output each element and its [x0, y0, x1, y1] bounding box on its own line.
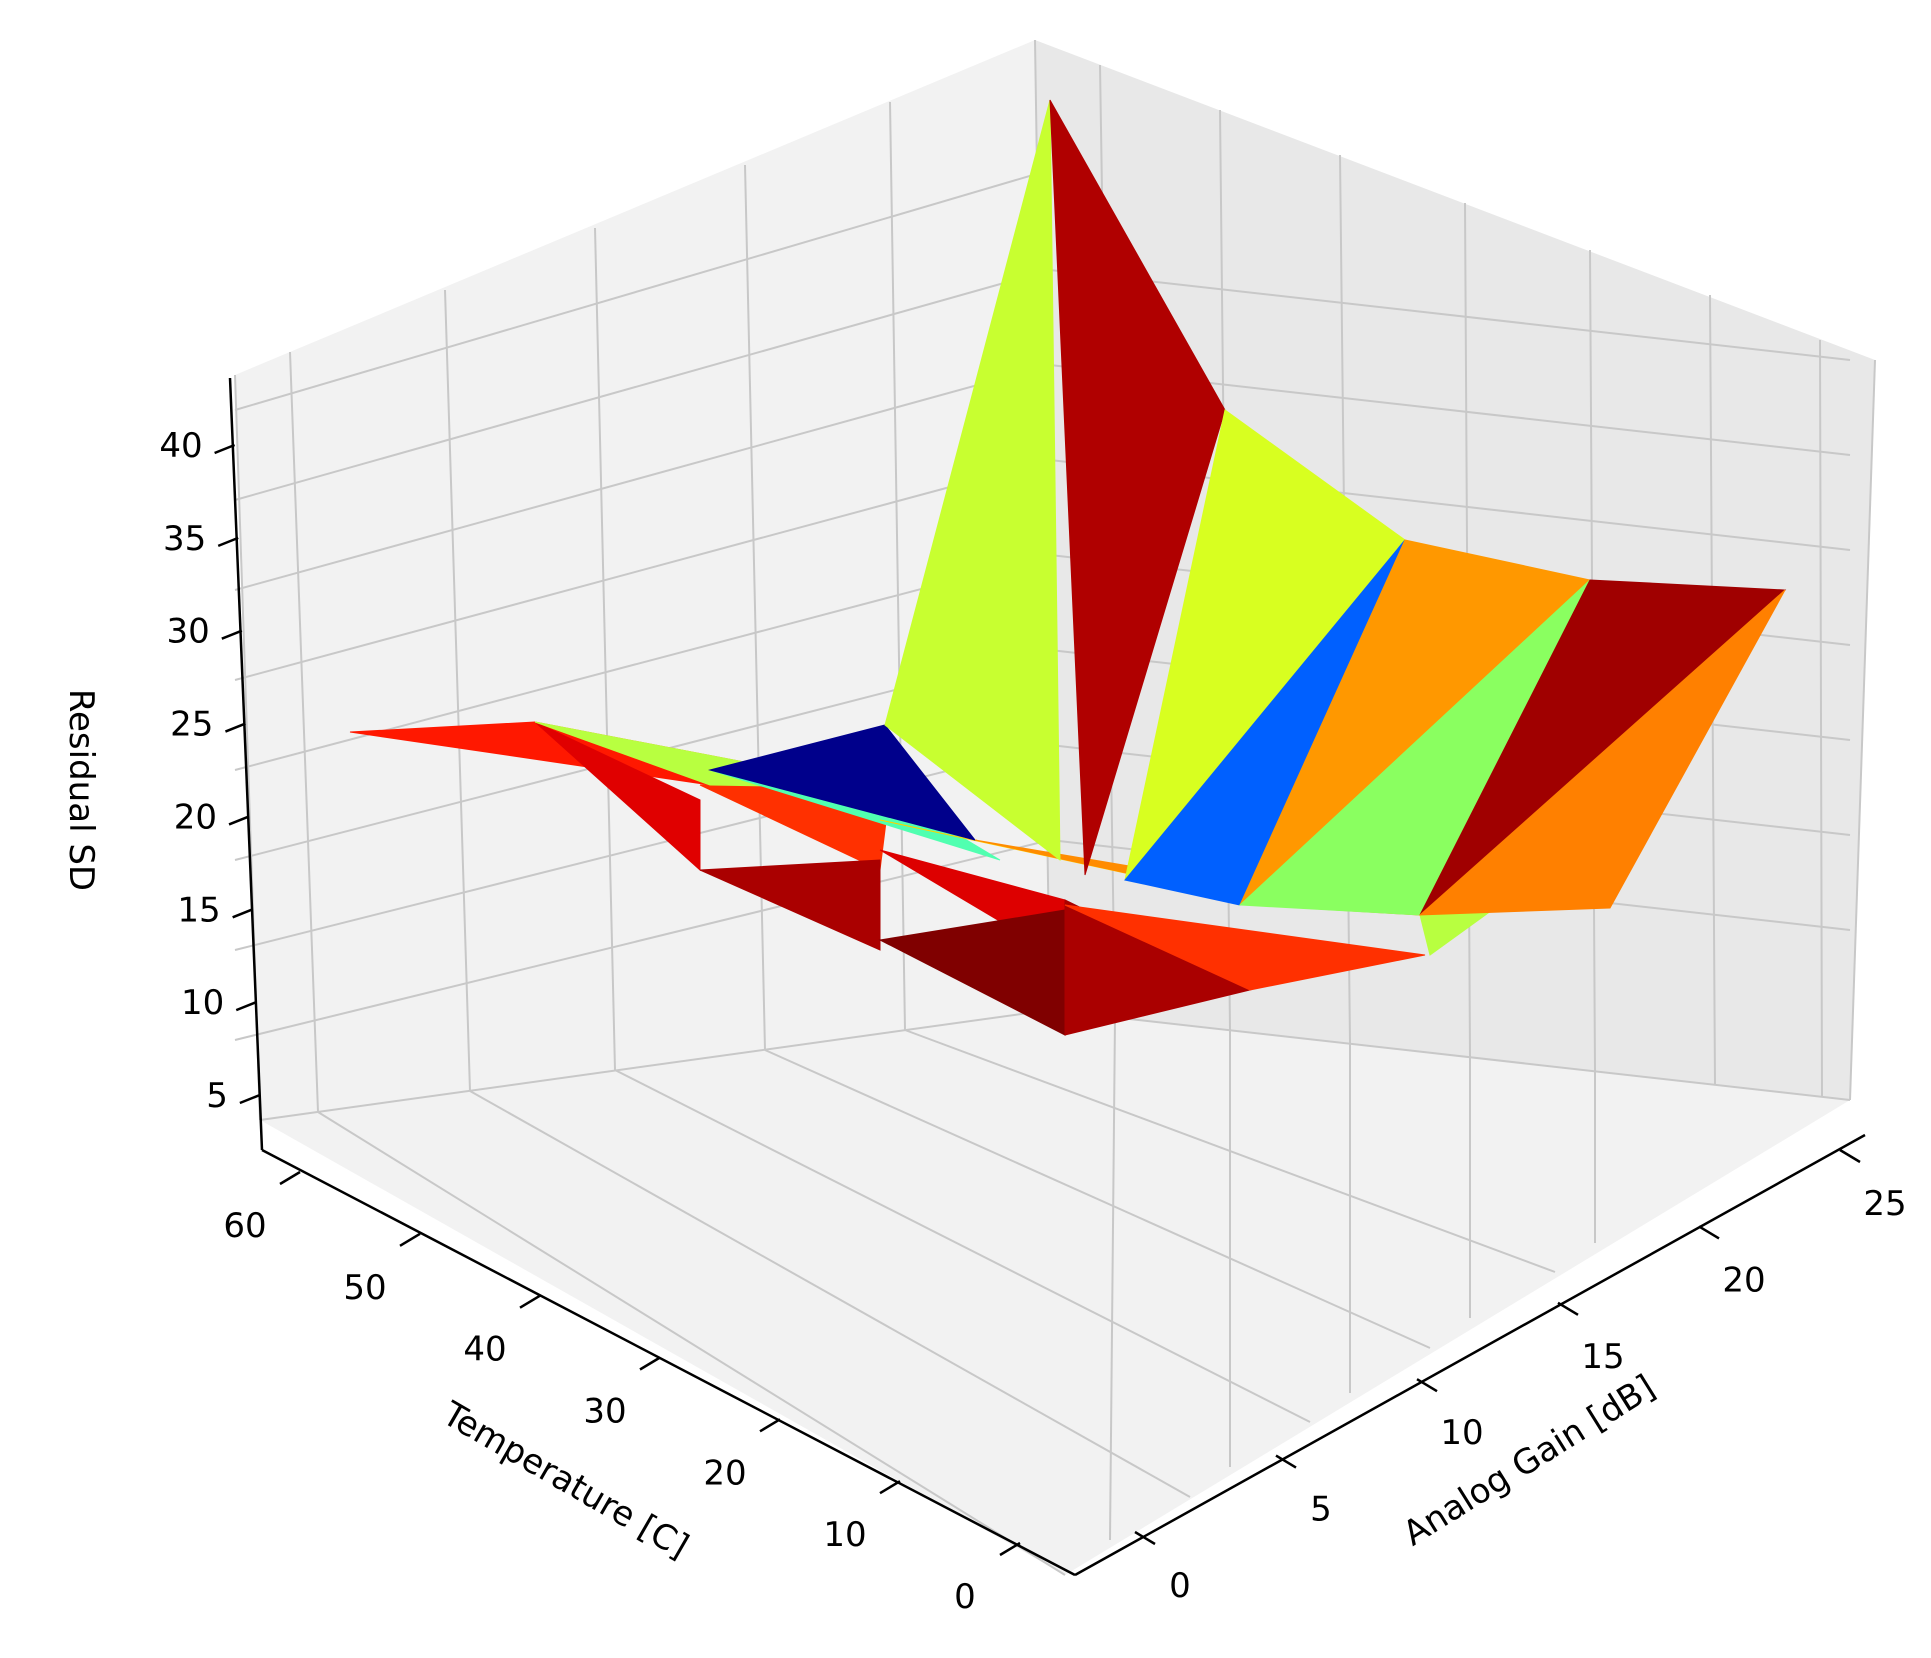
grid-line [1109, 1016, 1116, 1541]
grid-line [259, 1009, 1051, 1121]
y-tick-mark [639, 1356, 661, 1371]
z-tick-mark [214, 443, 236, 455]
y-tick-label: 20 [703, 1453, 746, 1493]
x-tick-mark [1416, 1378, 1438, 1393]
grid-line [469, 1090, 1191, 1498]
y-tick-mark [759, 1418, 781, 1433]
y-tick-label: 50 [343, 1268, 386, 1308]
y-tick-label: 30 [583, 1392, 626, 1432]
grid-line [234, 169, 1051, 411]
x-tick-label: 0 [1169, 1566, 1191, 1606]
surface-facet [699, 859, 881, 951]
z-tick-mark [221, 629, 243, 640]
z-tick-label: 10 [181, 983, 224, 1023]
surface-facet [1049, 99, 1226, 876]
y-tick-mark [879, 1480, 901, 1495]
z-axis-title: Residual SD [61, 689, 101, 891]
z-tick-label: 20 [174, 797, 217, 837]
z-tick-label: 5 [206, 1076, 228, 1116]
z-tick-mark [217, 536, 239, 548]
grid-line [234, 459, 1051, 681]
grid-line [1049, 1009, 1851, 1101]
grid-line [1849, 359, 1876, 1101]
y-tick-label: 0 [954, 1577, 976, 1617]
x-tick-mark [1698, 1225, 1720, 1240]
grid-line [289, 351, 319, 1113]
grid-line [234, 269, 1051, 501]
x-tick-label: 5 [1310, 1490, 1332, 1530]
grid-line [234, 364, 1051, 591]
surface-facet [534, 721, 701, 872]
grid-line [764, 1049, 1431, 1349]
y-axis-line [261, 1148, 1076, 1577]
surface-facet [1418, 589, 1786, 916]
z-tick-label: 15 [177, 890, 220, 930]
x-tick-label: 25 [1863, 1184, 1906, 1224]
x-tick-label: 20 [1722, 1260, 1765, 1300]
x-axis-line [1074, 1133, 1866, 1577]
z-tick-label: 35 [163, 519, 206, 559]
x-tick-mark [1134, 1530, 1156, 1546]
grid-line [594, 227, 616, 1071]
grid-line [317, 1111, 1066, 1576]
grid-line [614, 1069, 1311, 1423]
z-tick-mark [232, 908, 254, 919]
z-tick-label: 40 [159, 426, 202, 466]
grid-line [1819, 339, 1823, 1097]
y-axis-title: Temperature [C] [435, 1394, 695, 1567]
surface-facet [708, 724, 977, 841]
z-axis-line [228, 377, 264, 1151]
y-tick-label: 10 [823, 1515, 866, 1555]
grid-line [744, 164, 766, 1051]
axes: 5 10 15 20 25 30 35 40 0 10 20 30 40 50 60 0 5 10 15 20 25 [159, 377, 1907, 1617]
y-tick-mark [519, 1294, 541, 1309]
grid-line [1049, 269, 1851, 361]
z-tick-mark [239, 1093, 261, 1105]
y-tick-mark [399, 1232, 421, 1247]
z-tick-label: 25 [170, 705, 213, 745]
x-tick-mark [1839, 1148, 1861, 1164]
x-tick-label: 15 [1581, 1337, 1624, 1377]
surface [349, 99, 1787, 1036]
z-tick-mark [235, 1000, 257, 1012]
surface-facet [884, 99, 1061, 862]
z-tick-label: 30 [167, 612, 210, 652]
y-tick-mark [999, 1541, 1021, 1557]
grid-line [234, 839, 1051, 1041]
y-tick-label: 60 [223, 1206, 266, 1246]
x-tick-mark [1275, 1454, 1297, 1469]
x-tick-mark [1557, 1301, 1579, 1316]
grid-line [444, 289, 471, 1092]
y-tick-mark [279, 1170, 301, 1186]
y-tick-label: 40 [463, 1330, 506, 1370]
z-tick-mark [228, 815, 250, 826]
surface-facet [1064, 904, 1426, 991]
x-axis-title: Analog Gain [dB] [1396, 1367, 1662, 1554]
z-tick-mark [224, 722, 246, 733]
x-tick-label: 10 [1440, 1413, 1483, 1453]
